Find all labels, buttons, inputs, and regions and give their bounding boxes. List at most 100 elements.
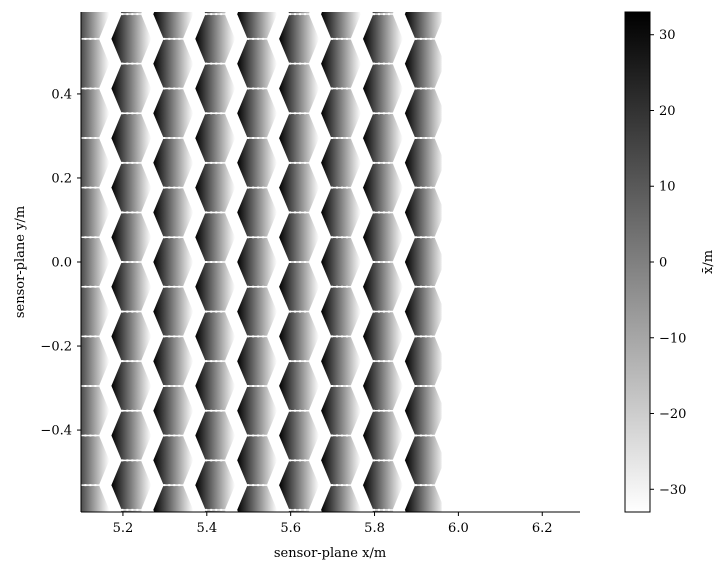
hexagon-cell [321,337,361,386]
colorbar-tick-label: 10 [659,180,676,195]
hexagon-cell [404,138,445,187]
hexagon-cell [153,238,194,286]
hexagon-cell [404,89,445,138]
hexagon-cell [237,138,277,187]
hexagon-cell [363,64,403,113]
hexagon-cell [363,411,403,460]
hexagon-cell [195,312,236,361]
hexagon-cell [111,361,152,410]
hexagon-cell [195,14,236,63]
hexagon-cell [81,337,110,386]
hexagon-cell [321,138,361,187]
hexagon-cell [111,262,152,311]
hexagon-cell [321,89,361,138]
hexagon-cell [321,39,361,88]
hexagon-cell [237,287,277,336]
hexagon-cell [279,163,319,212]
hexagon-cell [237,188,277,237]
hexagon-cell [195,64,236,113]
hexagon-cell [195,361,236,410]
hexagon-cell [321,12,361,39]
hexagon-cell [195,461,236,510]
hexagon-cell [321,188,361,237]
hexagon-cell [81,238,110,286]
hexagon-cell [81,436,110,485]
hexagon-cell [81,12,110,39]
y-tick-label: −0.4 [40,424,72,439]
hexagon-cell [111,461,152,510]
hexagon-cell [279,262,319,311]
colorbar-gradient [624,11,651,513]
hexagon-cell [363,213,403,262]
hexagon-cell [111,114,152,163]
hexagon-cell [111,163,152,212]
hexagon-cell [153,188,194,237]
y-tick-label: 0.0 [51,256,72,271]
hexagon-cell [404,485,445,512]
hexagon-cell [195,114,236,163]
plot-area: 5.2 5.4 5.6 5.8 6.0 6.2 −0.4 −0.2 0.0 0.2 0.4 [40,12,580,574]
x-ticks: 5.2 5.4 5.6 5.8 6.0 6.2 [113,512,553,536]
empty-region [441,12,580,512]
x-tick-label: 5.8 [364,521,385,536]
x-tick-label: 6.0 [448,521,469,536]
hexagon-cell [153,287,194,336]
colorbar-tick-label: 0 [659,256,667,271]
x-tick-label: 6.2 [532,521,553,536]
hexagon-cell [81,188,110,237]
hexagon-cell [279,114,319,163]
hexagon-cell [237,485,277,512]
hexagon-cell [195,163,236,212]
hexagon-cell [153,485,194,512]
hexagon-cell [404,12,445,39]
colorbar-tick-label: 20 [659,104,676,119]
hexagon-cell [237,337,277,386]
hexagon-cell [405,535,445,574]
hexagon-cell [237,535,277,574]
hexagon-cell [363,163,403,212]
hexagon-cell [288,12,310,14]
hexagon-cell [279,213,319,262]
hexagon-cell [153,39,194,88]
hexagon-cell [204,12,226,14]
hexagon-cell [279,14,319,63]
y-tick-label: 0.4 [51,87,72,102]
hexagon-cell [237,39,277,88]
hexagon-cell [404,39,445,88]
hexagon-cell [153,138,194,187]
colorbar-tick-label: −30 [659,483,686,498]
hexagon-cell [237,386,277,435]
hexagon-cell [372,12,394,14]
hexagon-cell [237,89,277,138]
hexagon-cell [111,64,152,113]
y-tick-label: −0.2 [40,340,72,355]
hexagon-cell [195,411,236,460]
x-tick-label: 5.6 [280,521,301,536]
hexagon-cell [237,436,277,485]
y-tick-label: 0.2 [51,171,72,186]
hexagon-cell [363,361,403,410]
hexagon-cell [404,287,445,336]
colorbar-ticks: −30 −20 −10 0 10 20 30 [650,28,686,498]
hexagon-cell [321,386,361,435]
x-tick-label: 5.2 [113,521,134,536]
hexagon-cell [81,485,110,512]
colorbar-tick-label: −10 [659,331,686,346]
hexagon-cell [321,287,361,336]
hexagon-cell [81,287,110,336]
x-tick-label: 5.4 [196,521,217,536]
colorbar-tick-label: −20 [659,407,686,422]
hexagon-cell [111,411,152,460]
hexagon-cell [237,238,277,286]
hexagon-cell [153,12,194,39]
hexagon-cell [404,188,445,237]
hexagon-cell [321,238,361,286]
hexagon-cell [363,461,403,510]
hexagon-cell [153,535,193,574]
hexagon-cell [111,14,152,63]
hexagon-cell [404,238,445,286]
hexagon-cell [111,312,152,361]
hexagon-cell [111,213,152,262]
hexagon-cell [70,535,110,574]
